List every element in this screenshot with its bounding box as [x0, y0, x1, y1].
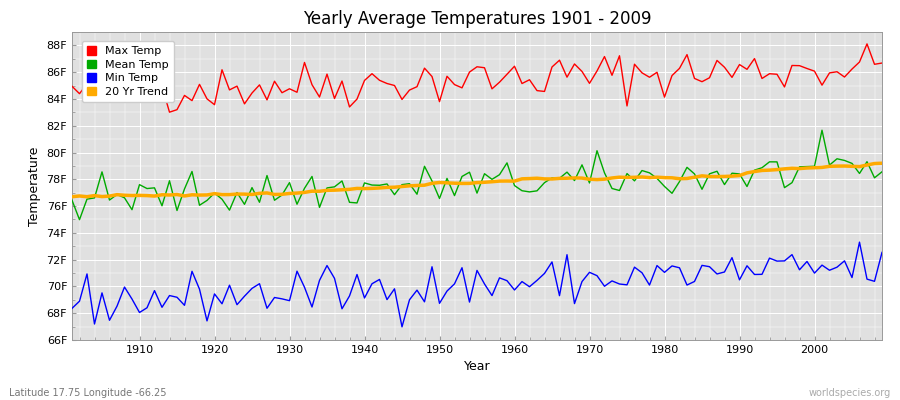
- Legend: Max Temp, Mean Temp, Min Temp, 20 Yr Trend: Max Temp, Mean Temp, Min Temp, 20 Yr Tre…: [82, 41, 174, 102]
- X-axis label: Year: Year: [464, 360, 490, 374]
- Y-axis label: Temperature: Temperature: [28, 146, 41, 226]
- Text: worldspecies.org: worldspecies.org: [809, 388, 891, 398]
- Text: Latitude 17.75 Longitude -66.25: Latitude 17.75 Longitude -66.25: [9, 388, 166, 398]
- Title: Yearly Average Temperatures 1901 - 2009: Yearly Average Temperatures 1901 - 2009: [302, 10, 652, 28]
